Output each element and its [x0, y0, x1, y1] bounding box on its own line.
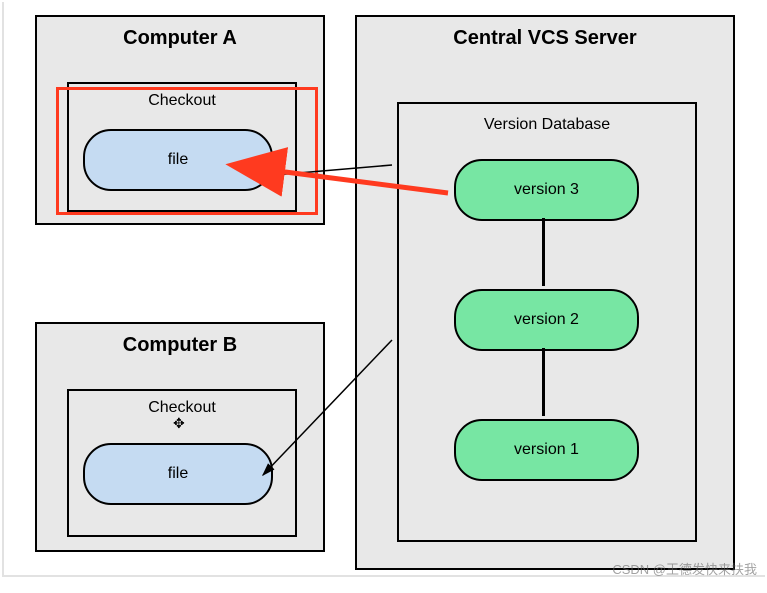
watermark-text: CSDN @王德发快来扶我	[612, 559, 757, 578]
computer-a-box: Computer A Checkout file	[35, 15, 325, 225]
version-2-label: version 2	[514, 311, 579, 329]
cursor-icon: ✥	[173, 415, 185, 432]
server-box: Central VCS Server Version Database vers…	[355, 15, 735, 570]
version-1-label: version 1	[514, 441, 579, 459]
computer-a-checkout-label: Checkout	[69, 92, 295, 110]
computer-b-box: Computer B Checkout file	[35, 322, 325, 552]
version-3-label: version 3	[514, 181, 579, 199]
connector-v3-v2	[542, 218, 545, 286]
computer-a-checkout-box: Checkout file	[67, 82, 297, 212]
server-title: Central VCS Server	[357, 17, 733, 50]
connector-v2-v1	[542, 348, 545, 416]
computer-a-title: Computer A	[37, 17, 323, 50]
diagram-canvas: Computer A Checkout file Computer B Chec…	[0, 0, 767, 593]
computer-a-file-pill: file	[83, 129, 273, 191]
computer-b-file-label: file	[168, 465, 188, 483]
version-2-pill: version 2	[454, 289, 639, 351]
version-database-box: Version Database version 3 version 2 ver…	[397, 102, 697, 542]
computer-a-file-label: file	[168, 151, 188, 169]
computer-b-title: Computer B	[37, 324, 323, 357]
version-3-pill: version 3	[454, 159, 639, 221]
version-1-pill: version 1	[454, 419, 639, 481]
computer-b-file-pill: file	[83, 443, 273, 505]
computer-b-checkout-box: Checkout file	[67, 389, 297, 537]
version-database-label: Version Database	[399, 116, 695, 134]
